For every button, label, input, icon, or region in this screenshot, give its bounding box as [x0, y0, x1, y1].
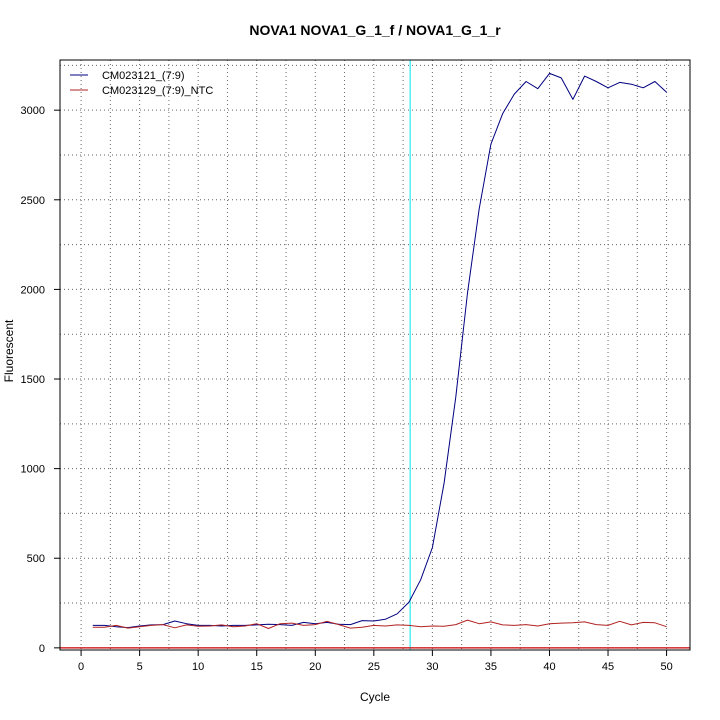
- x-tick-label: 15: [251, 661, 263, 673]
- legend-label: CM023121_(7:9): [102, 70, 185, 82]
- y-tick-label: 3000: [21, 105, 45, 117]
- x-tick-label: 35: [485, 661, 497, 673]
- y-tick-label: 0: [39, 643, 45, 655]
- chart-title: NOVA1 NOVA1_G_1_f / NOVA1_G_1_r: [249, 22, 501, 38]
- x-tick-label: 5: [137, 661, 143, 673]
- y-tick-label: 1000: [21, 464, 45, 476]
- reference-lines: [60, 60, 690, 650]
- x-tick-label: 10: [192, 661, 204, 673]
- x-tick-label: 30: [426, 661, 438, 673]
- y-tick-label: 1500: [21, 374, 45, 386]
- y-tick-label: 2500: [21, 195, 45, 207]
- series-lines: [92, 72, 667, 629]
- series-line-1: [92, 72, 667, 629]
- y-axis-label: Fluorescent: [2, 319, 16, 382]
- series-line-2: [92, 619, 667, 629]
- legend-label: CM023129_(7:9)_NTC: [102, 85, 213, 97]
- x-axis: 0 5 10 15 20 25 30 35 40 45 50: [78, 650, 673, 673]
- x-tick-label: 25: [368, 661, 380, 673]
- y-axis: 0 500 1000 1500 2000 2500 3000: [21, 105, 60, 655]
- x-tick-label: 40: [543, 661, 555, 673]
- x-axis-label: Cycle: [360, 690, 390, 704]
- x-tick-label: 45: [602, 661, 614, 673]
- x-tick-label: 50: [660, 661, 672, 673]
- y-tick-label: 2000: [21, 284, 45, 296]
- x-tick-label: 20: [309, 661, 321, 673]
- y-tick-label: 500: [27, 553, 45, 565]
- legend: CM023121_(7:9) CM023129_(7:9)_NTC: [70, 70, 213, 97]
- plot-frame: [59, 59, 691, 651]
- x-tick-label: 0: [78, 661, 84, 673]
- grid: [60, 60, 690, 650]
